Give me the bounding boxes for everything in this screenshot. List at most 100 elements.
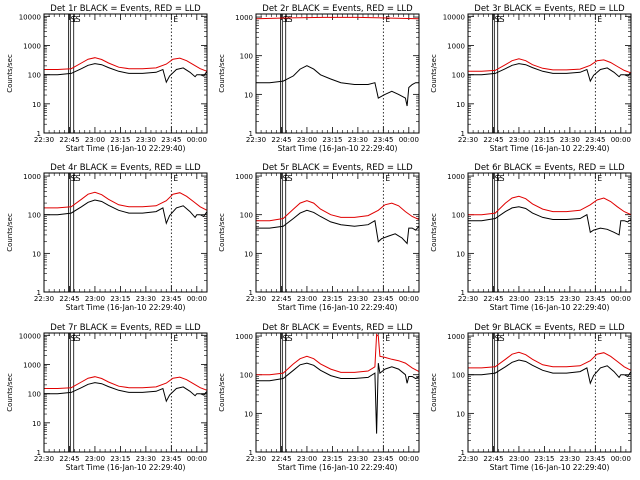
x-tick-label: 23:00: [85, 295, 105, 303]
marker-label: E: [72, 334, 77, 343]
x-tick-label: 23:00: [297, 136, 317, 144]
x-tick-label: 23:00: [509, 136, 529, 144]
marker-label: S: [76, 174, 81, 183]
x-tick-label: 22:45: [271, 295, 291, 303]
plot-panel-4: Det 4r BLACK = Events, RED = LLD Counts/s…: [6, 163, 208, 312]
x-tick-label: 22:45: [59, 455, 79, 463]
series-line-events: [468, 63, 631, 83]
series-line-lld: [256, 200, 419, 222]
series-line-lld: [44, 191, 207, 211]
marker-label: S: [71, 334, 76, 343]
x-tick-label: 23:45: [161, 295, 181, 303]
x-axis-label: Start Time (16-Jan-10 22:29:40): [490, 303, 610, 312]
x-tick-label: 23:15: [322, 455, 342, 463]
plot-title: Det 2r BLACK = Events, RED = LLD: [262, 4, 413, 14]
series-line-events: [44, 199, 207, 225]
series-line-events: [44, 63, 207, 84]
x-tick-label: 22:30: [246, 455, 266, 463]
plot-panel-2: Det 2r BLACK = Events, RED = LLD Counts/s…: [218, 4, 420, 153]
y-tick-label: 100: [28, 212, 41, 220]
y-tick-label: 100: [452, 212, 465, 220]
marker-label: E: [284, 334, 289, 343]
series-line-events: [256, 65, 419, 107]
x-tick-label: 23:00: [509, 455, 529, 463]
x-tick-label: 00:00: [611, 295, 631, 303]
x-axis-label: Start Time (16-Jan-10 22:29:40): [66, 144, 186, 153]
marker-label: E: [173, 334, 178, 343]
marker-label: E: [385, 174, 390, 183]
x-axis-label: Start Time (16-Jan-10 22:29:40): [490, 144, 610, 153]
marker-label: S: [283, 334, 288, 343]
x-tick-label: 23:00: [85, 136, 105, 144]
y-tick-label: 1: [37, 289, 41, 297]
marker-label: S: [76, 15, 81, 24]
marker-label: S: [283, 15, 288, 24]
x-tick-label: 23:15: [534, 295, 554, 303]
x-tick-label: 23:15: [322, 136, 342, 144]
y-tick-label: 1000: [447, 333, 465, 341]
x-tick-label: 23:00: [85, 455, 105, 463]
plot-frame: [43, 332, 208, 453]
y-axis-label: Counts/sec: [430, 213, 438, 252]
x-tick-label: 23:45: [373, 136, 393, 144]
x-tick-label: 23:30: [136, 455, 156, 463]
x-axis-label: Start Time (16-Jan-10 22:29:40): [66, 303, 186, 312]
x-tick-label: 23:45: [585, 136, 605, 144]
x-tick-label: 22:30: [458, 455, 478, 463]
plot-panel-6: Det 6r BLACK = Events, RED = LLD Counts/s…: [430, 163, 632, 312]
marker-label: E: [496, 174, 501, 183]
plot-panel-3: Det 3r BLACK = Events, RED = LLD Counts/s…: [430, 4, 632, 153]
y-tick-label: 100: [452, 372, 465, 380]
y-tick-label: 1000: [235, 173, 253, 181]
x-tick-label: 23:45: [373, 295, 393, 303]
plot-frame: [255, 172, 420, 293]
x-tick-label: 22:45: [59, 295, 79, 303]
x-tick-label: 23:45: [585, 295, 605, 303]
x-tick-label: 00:00: [399, 295, 419, 303]
marker-label: E: [496, 15, 501, 24]
series-line-events: [468, 359, 631, 385]
plot-frame: [255, 13, 420, 134]
marker-label: S: [76, 334, 81, 343]
marker-label: S: [495, 334, 500, 343]
x-tick-label: 23:30: [560, 136, 580, 144]
plot-panel-9: Det 9r BLACK = Events, RED = LLD Counts/s…: [430, 323, 632, 472]
x-tick-label: 22:30: [246, 136, 266, 144]
plot-panel-7: Det 7r BLACK = Events, RED = LLD Counts/s…: [6, 323, 208, 472]
marker-label: E: [173, 15, 178, 24]
plot-panel-5: Det 5r BLACK = Events, RED = LLD Counts/s…: [218, 163, 420, 312]
y-tick-label: 1: [461, 130, 465, 138]
y-tick-label: 1000: [23, 173, 41, 181]
x-tick-label: 23:30: [136, 295, 156, 303]
x-axis-label: Start Time (16-Jan-10 22:29:40): [490, 463, 610, 472]
y-tick-label: 1000: [235, 14, 253, 22]
y-tick-label: 100: [28, 391, 41, 399]
series-line-lld: [468, 58, 631, 74]
x-tick-label: 22:30: [34, 136, 54, 144]
x-tick-label: 00:00: [187, 455, 207, 463]
x-tick-label: 22:45: [271, 136, 291, 144]
y-tick-label: 1: [249, 130, 253, 138]
marker-label: E: [496, 334, 501, 343]
x-tick-label: 23:15: [110, 136, 130, 144]
series-line-events: [44, 382, 207, 403]
plot-frame: [467, 332, 632, 453]
marker-label: S: [495, 174, 500, 183]
plot-frame: [255, 332, 420, 453]
x-tick-label: 00:00: [187, 136, 207, 144]
plot-title: Det 5r BLACK = Events, RED = LLD: [262, 163, 413, 173]
x-tick-label: 23:45: [585, 455, 605, 463]
plot-frame: [43, 13, 208, 134]
y-axis-label: Counts/sec: [430, 373, 438, 412]
x-tick-label: 23:15: [110, 455, 130, 463]
x-tick-label: 00:00: [611, 136, 631, 144]
series-line-lld: [44, 57, 207, 72]
y-tick-label: 100: [240, 372, 253, 380]
series-line-lld: [468, 195, 631, 216]
x-tick-label: 23:30: [560, 455, 580, 463]
plot-frame: [43, 172, 208, 293]
x-tick-label: 00:00: [611, 455, 631, 463]
y-tick-label: 10: [32, 420, 41, 428]
y-tick-label: 100: [240, 53, 253, 61]
